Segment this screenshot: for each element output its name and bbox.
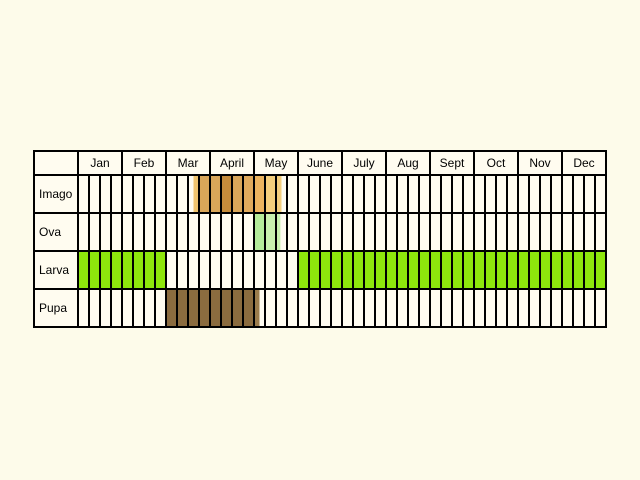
period-span-imago-5 [254, 175, 265, 213]
stage-label-larva: Larva [39, 263, 69, 277]
table-border [33, 150, 607, 328]
period-span-ova-0 [254, 213, 265, 251]
month-label-nov: Nov [529, 156, 550, 170]
stage-label-imago: Imago [39, 187, 73, 201]
month-label-feb: Feb [134, 156, 155, 170]
month-label-mar: Mar [178, 156, 199, 170]
month-label-oct: Oct [487, 156, 506, 170]
month-label-july: July [353, 156, 374, 170]
stage-label-ova: Ova [39, 225, 61, 239]
period-span-pupa-1 [254, 289, 260, 327]
stage-label-pupa: Pupa [39, 301, 67, 315]
period-span-imago-6 [265, 175, 282, 213]
period-span-imago-0 [193, 175, 199, 213]
month-label-april: April [220, 156, 244, 170]
month-label-dec: Dec [573, 156, 594, 170]
period-span-ova-1 [265, 213, 281, 251]
month-label-sept: Sept [440, 156, 465, 170]
period-span-imago-4 [243, 175, 254, 213]
month-label-may: May [265, 156, 288, 170]
month-label-june: June [307, 156, 333, 170]
period-span-imago-3 [232, 175, 243, 213]
period-span-imago-2 [221, 175, 232, 213]
month-label-aug: Aug [397, 156, 418, 170]
month-label-jan: Jan [90, 156, 109, 170]
